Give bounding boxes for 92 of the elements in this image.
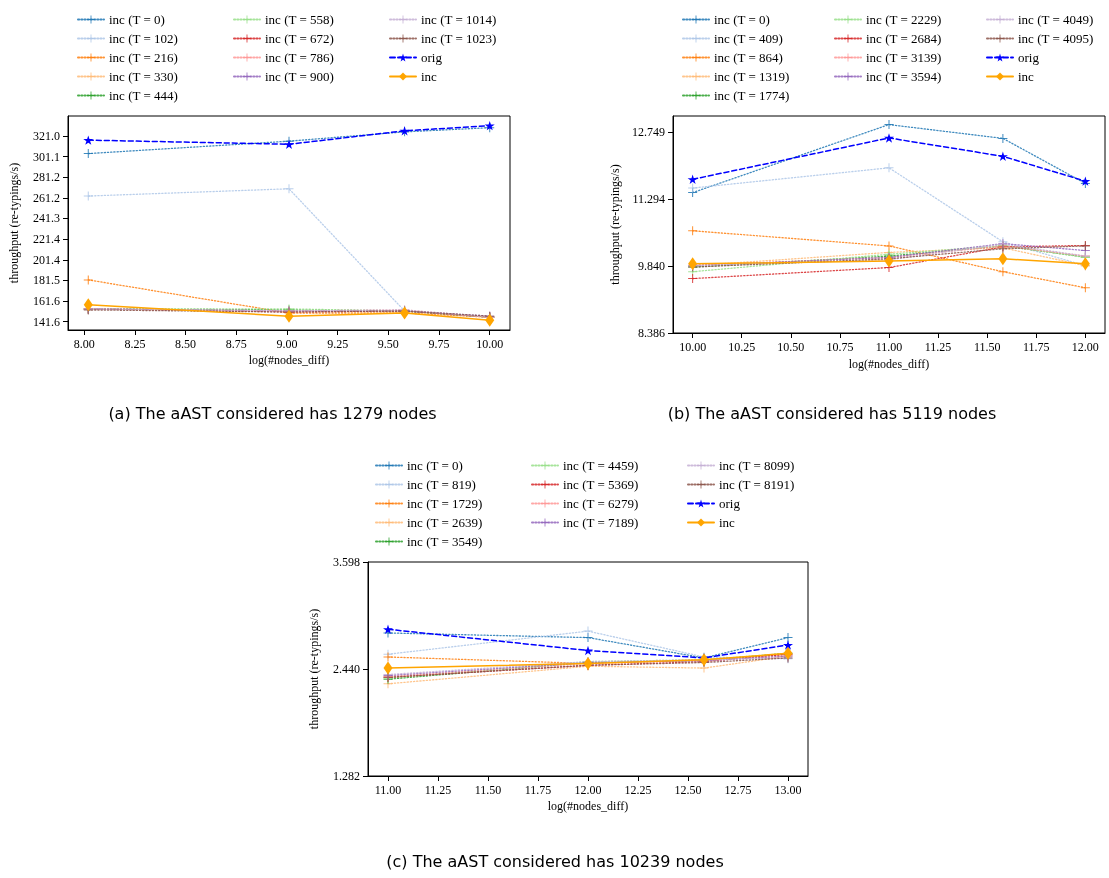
- text: (a) The aAST considered has 1279 nodes: [108, 403, 437, 423]
- legend-label: inc (T = 8099): [719, 458, 795, 473]
- x-axis-title: log(#nodes_diff): [248, 353, 330, 367]
- y-tick-label: 301.1: [33, 149, 60, 164]
- y-tick-label: 1.282: [333, 769, 360, 783]
- y-axis-title: throughput (re-typings/s): [307, 608, 321, 730]
- y-tick-label: 9.840: [638, 259, 665, 274]
- legend-label: inc (T = 0): [407, 458, 463, 473]
- x-tick-label: 9.25: [327, 337, 349, 351]
- legend-label: inc (T = 1319): [714, 69, 790, 84]
- x-tick-label: 12.25: [624, 783, 652, 797]
- legend-label: inc (T = 0): [714, 12, 770, 27]
- x-tick-label: 8.50: [175, 337, 197, 351]
- legend-label: inc (T = 1774): [714, 88, 790, 103]
- x-axis-title: log(#nodes_diff): [547, 799, 629, 813]
- y-tick-label: 181.5: [33, 273, 60, 288]
- x-tick-label: 12.50: [674, 783, 702, 797]
- legend-label: inc (T = 1014): [421, 12, 497, 27]
- y-tick-label: 12.749: [632, 125, 665, 140]
- legend-label: inc: [719, 515, 736, 530]
- legend-label: inc (T = 4049): [1018, 12, 1094, 27]
- legend-label: inc (T = 2639): [407, 515, 483, 530]
- x-tick-label: 9.50: [377, 337, 399, 351]
- x-tick-label: 11.75: [524, 783, 552, 797]
- legend-label: inc (T = 409): [714, 31, 783, 46]
- y-tick-label: 241.3: [33, 211, 60, 226]
- legend-label: inc (T = 819): [407, 477, 476, 492]
- legend-label: inc (T = 864): [714, 50, 783, 65]
- x-tick-label: 12.75: [724, 783, 752, 797]
- legend-label: inc (T = 2229): [866, 12, 942, 27]
- legend-label: inc (T = 4459): [563, 458, 639, 473]
- legend-label: inc: [421, 69, 438, 84]
- y-tick-label: 261.2: [33, 190, 60, 205]
- y-tick-label: 281.2: [33, 170, 60, 185]
- y-tick-label: 161.6: [33, 294, 60, 309]
- x-tick-label: 9.00: [276, 337, 298, 351]
- y-tick-label: 3.598: [333, 555, 360, 569]
- legend-label: inc (T = 1023): [421, 31, 497, 46]
- x-tick-label: 11.25: [924, 340, 952, 354]
- legend-label: inc (T = 2684): [866, 31, 942, 46]
- legend-label: inc (T = 5369): [563, 477, 639, 492]
- legend-label: inc: [1018, 69, 1035, 84]
- x-tick-label: 10.00: [476, 337, 504, 351]
- legend-label: inc (T = 672): [265, 31, 334, 46]
- x-tick-label: 12.00: [574, 783, 602, 797]
- legend-label: inc (T = 102): [109, 31, 178, 46]
- legend-label: inc (T = 7189): [563, 515, 639, 530]
- y-tick-label: 11.294: [632, 192, 665, 207]
- y-tick-label: 321.0: [33, 128, 60, 143]
- y-tick-label: 2.440: [333, 662, 360, 676]
- legend-label: inc (T = 330): [109, 69, 178, 84]
- x-tick-label: 10.50: [777, 340, 805, 354]
- legend-label: inc (T = 1729): [407, 496, 483, 511]
- y-axis-title: throughput (re-typings/s): [608, 164, 622, 285]
- y-axis-title: throughput (re-typings/s): [7, 162, 21, 284]
- legend-label: orig: [421, 50, 443, 65]
- x-tick-label: 8.75: [225, 337, 247, 351]
- text: (c) The aAST considered has 10239 nodes: [386, 851, 724, 871]
- x-tick-label: 11.00: [875, 340, 903, 354]
- x-tick-label: 12.00: [1071, 340, 1099, 354]
- y-tick-label: 8.386: [638, 326, 665, 340]
- x-tick-label: 11.25: [424, 783, 452, 797]
- x-axis-title: log(#nodes_diff): [848, 356, 930, 371]
- x-tick-label: 8.00: [73, 337, 95, 351]
- legend-label: inc (T = 786): [265, 50, 334, 65]
- x-tick-label: 10.75: [826, 340, 854, 354]
- legend-label: orig: [719, 496, 741, 511]
- legend-label: inc (T = 900): [265, 69, 334, 84]
- legend-label: inc (T = 558): [265, 12, 334, 27]
- legend-label: inc (T = 0): [109, 12, 165, 27]
- y-tick-label: 141.6: [33, 314, 60, 329]
- text: (b) The aAST considered has 5119 nodes: [667, 403, 997, 423]
- y-tick-label: 221.4: [33, 232, 60, 247]
- x-tick-label: 11.50: [474, 783, 502, 797]
- legend-label: inc (T = 3594): [866, 69, 942, 84]
- legend-label: inc (T = 6279): [563, 496, 639, 511]
- legend-label: inc (T = 8191): [719, 477, 795, 492]
- legend-label: inc (T = 3139): [866, 50, 942, 65]
- x-tick-label: 13.00: [774, 783, 802, 797]
- x-tick-label: 9.75: [428, 337, 450, 351]
- legend-label: inc (T = 3549): [407, 534, 483, 549]
- x-tick-label: 11.75: [1022, 340, 1050, 354]
- legend-label: orig: [1018, 50, 1040, 65]
- x-tick-label: 10.00: [679, 340, 707, 354]
- x-tick-label: 11.50: [973, 340, 1001, 354]
- x-tick-label: 10.25: [728, 340, 756, 354]
- legend-label: inc (T = 4095): [1018, 31, 1094, 46]
- x-tick-label: 11.00: [374, 783, 402, 797]
- x-tick-label: 8.25: [124, 337, 146, 351]
- legend-label: inc (T = 216): [109, 50, 178, 65]
- y-tick-label: 201.4: [33, 252, 60, 267]
- legend-label: inc (T = 444): [109, 88, 178, 103]
